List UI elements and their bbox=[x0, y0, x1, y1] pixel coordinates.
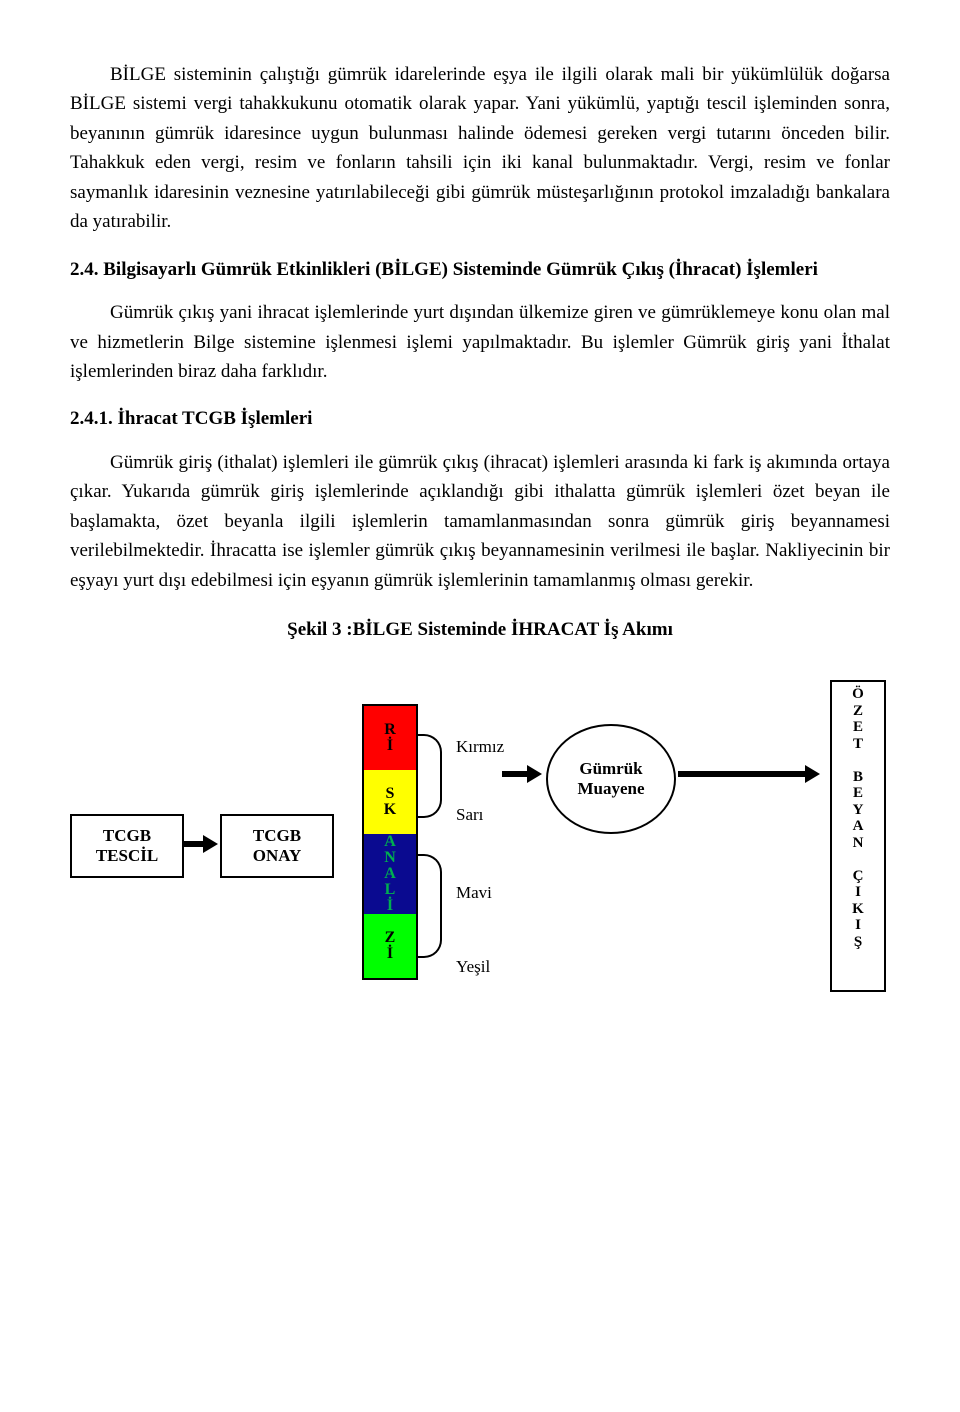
box-tcgb-tescil: TCGB TESCİL bbox=[70, 814, 184, 878]
risk-segment: S K bbox=[364, 770, 416, 834]
text: Gümrük giriş (ithalat) işlemleri ile güm… bbox=[70, 452, 890, 591]
heading-2-4: 2.4. Bilgisayarlı Gümrük Etkinlikleri (B… bbox=[70, 255, 890, 284]
figure-title: Şekil 3 :BİLGE Sisteminde İHRACAT İş Akı… bbox=[70, 615, 890, 644]
risk-segment: Z İ bbox=[364, 914, 416, 978]
label: TCGB ONAY bbox=[253, 826, 302, 867]
box-ozet-beyan-cikis: ÖZET BEYAN ÇIKIŞ bbox=[830, 680, 886, 992]
paragraph-3: Gümrük giriş (ithalat) işlemleri ile güm… bbox=[70, 448, 890, 595]
circle-muayene: Gümrük Muayene bbox=[546, 724, 676, 834]
label: TCGB TESCİL bbox=[96, 826, 158, 867]
flowchart: TCGB TESCİL TCGB ONAY R İS KA N A L İZ İ… bbox=[70, 674, 890, 994]
brace-lower bbox=[418, 854, 442, 958]
risk-analiz-column: R İS KA N A L İZ İ bbox=[362, 704, 418, 980]
paragraph-1: BİLGE sisteminin çalıştığı gümrük idarel… bbox=[70, 60, 890, 237]
text: BİLGE sisteminin çalıştığı gümrük idarel… bbox=[70, 64, 890, 232]
risk-segment: A N A L İ bbox=[364, 834, 416, 914]
label-sari: Sarı bbox=[456, 806, 483, 823]
box-tcgb-onay: TCGB ONAY bbox=[220, 814, 334, 878]
label-yesil: Yeşil bbox=[456, 958, 490, 975]
paragraph-2: Gümrük çıkış yani ihracat işlemlerinde y… bbox=[70, 298, 890, 386]
label-kirmizi: Kırmız bbox=[456, 738, 504, 755]
label-mavi: Mavi bbox=[456, 884, 492, 901]
text: Gümrük çıkış yani ihracat işlemlerinde y… bbox=[70, 302, 890, 382]
label: Gümrük Muayene bbox=[577, 759, 644, 800]
risk-segment: R İ bbox=[364, 706, 416, 770]
heading-2-4-1: 2.4.1. İhracat TCGB İşlemleri bbox=[70, 404, 890, 433]
brace-upper bbox=[418, 734, 442, 818]
